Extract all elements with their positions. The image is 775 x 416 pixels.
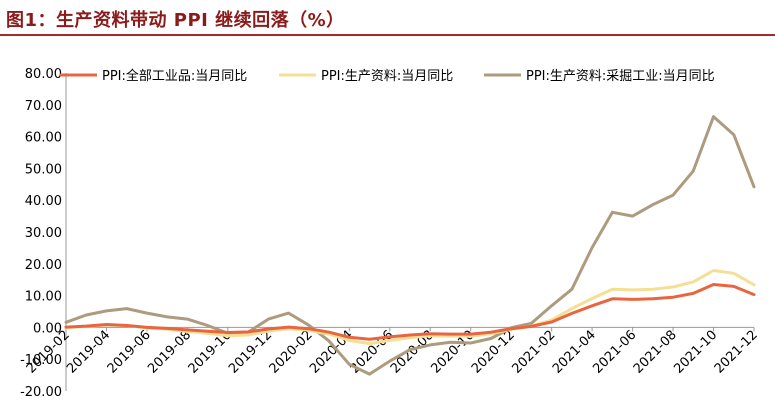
legend-label-3: PPI:生产资料:采掘工业:当月同比 [526, 69, 715, 84]
legend-label-1: PPI:全部工业品:当月同比 [102, 68, 247, 84]
series-line-2 [64, 269, 756, 346]
y-tick-label: -10.00 [20, 353, 62, 368]
y-tick-label: 60.00 [25, 131, 62, 146]
x-tick-label: 2021-06 [590, 328, 639, 377]
y-tick-label: 70.00 [25, 99, 62, 114]
y-tick-label: 10.00 [25, 290, 62, 305]
y-tick-label: 30.00 [25, 226, 62, 241]
y-tick-label: -20.00 [20, 385, 62, 400]
x-tick-label: 2019-08 [145, 328, 194, 377]
x-tick-label: 2021-04 [550, 328, 599, 377]
y-tick-label: 40.00 [25, 194, 62, 209]
chart-title: 图1：生产资料带动 PPI 继续回落（%） [6, 10, 345, 31]
x-tick-label: 2021-02 [509, 328, 558, 377]
x-tick-label: 2021-08 [631, 328, 680, 377]
y-tick-label: 0.00 [33, 321, 62, 336]
y-tick-label: 80.00 [25, 67, 62, 82]
legend-label-2: PPI:生产资料:当月同比 [321, 69, 453, 84]
title-divider [0, 34, 775, 36]
series-line-3 [64, 115, 756, 376]
y-tick-label: 20.00 [25, 258, 62, 273]
series-line-1 [64, 283, 756, 341]
x-tick-label: 2019-04 [64, 328, 113, 377]
x-tick-label: 2020-02 [267, 328, 316, 377]
x-tick-label: 2021-12 [712, 328, 761, 377]
x-tick-label: 2020-06 [348, 328, 397, 377]
x-tick-label: 2019-06 [105, 328, 154, 377]
y-tick-label: 50.00 [25, 162, 62, 177]
x-tick-label: 2021-10 [671, 328, 720, 377]
